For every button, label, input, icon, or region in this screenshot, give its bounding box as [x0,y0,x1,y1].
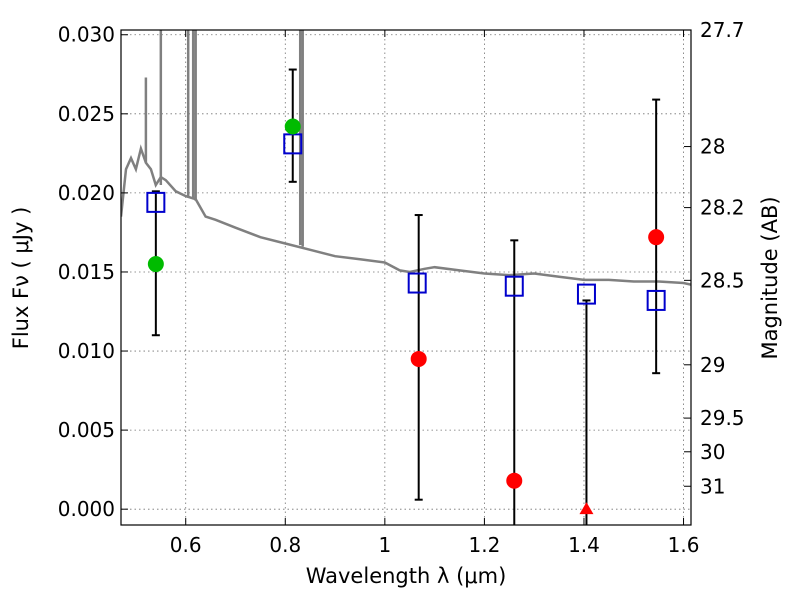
x-axis-label: Wavelength λ (μm) [306,564,507,588]
y2-tick-label: 30 [700,440,725,464]
y-tick-label: 0.030 [58,23,115,47]
clipped-plot [121,30,691,525]
x-tick-label: 1.2 [468,533,500,557]
y-tick-label: 0.015 [58,260,115,284]
plot-frame [120,29,692,526]
y-tick-label: 0.025 [58,102,115,126]
observed-flux-point [284,118,301,135]
plot-layer [121,30,691,525]
y-axis-label: Flux Fν ( μJy ) [9,207,33,350]
y2-tick-label: 29 [700,353,725,377]
y2-tick-label: 27.7 [700,18,745,42]
y2-tick-label: 28.2 [700,196,745,220]
x-tick-label: 0.8 [269,533,301,557]
grid-layer [121,30,691,525]
model-band-square [576,283,596,305]
y-tick-label: 0.020 [58,181,115,205]
y2-tick-label: 28.5 [700,268,745,292]
upper-limit-triangle [579,502,594,515]
y2-tick-label: 29.5 [700,406,745,430]
x-tick-label: 1 [378,533,391,557]
x-tick-label: 1.4 [568,533,600,557]
model-band-square [646,289,666,311]
y-tick-label: 0.005 [58,418,115,442]
model-spectrum-line [121,144,691,286]
y2-axis-label: Magnitude (AB) [758,196,782,359]
x-tick-label: 1.6 [668,533,700,557]
x-tick-label: 0.6 [170,533,202,557]
observed-flux-point [648,229,665,246]
y2-tick-label: 28 [700,135,725,159]
model-band-square [504,275,524,297]
y2-tick-label: 31 [700,474,725,498]
observed-flux-point [506,472,523,489]
model-band-square [407,272,427,294]
model-band-square [146,191,166,213]
observed-flux-point [147,256,164,273]
y-tick-label: 0.010 [58,339,115,363]
axes-layer: 0.6 0.8 1 1.2 1.4 1.6 0.000 0.005 0.010 0.015 0.02… [58,18,745,557]
y-tick-label: 0.000 [58,497,115,521]
observed-flux-point [410,350,427,367]
